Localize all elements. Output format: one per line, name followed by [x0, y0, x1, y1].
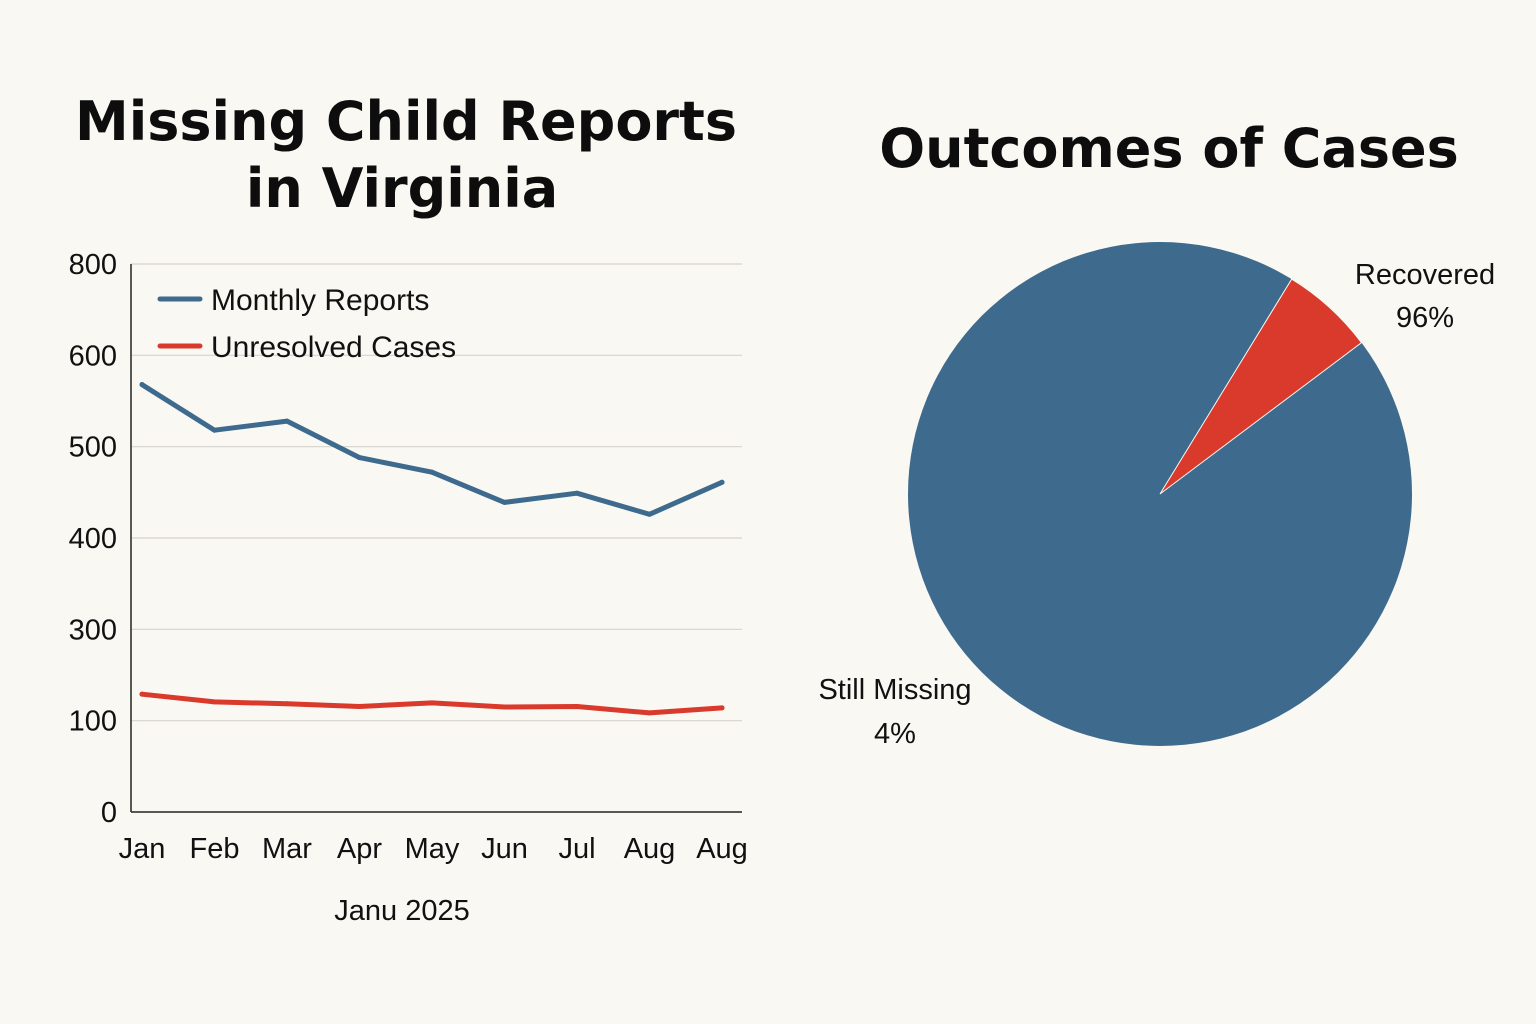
pie-slice-still-missing: [1159, 278, 1363, 495]
data-point-monthly-reports-3: [357, 455, 362, 461]
data-point-unresolved-cases-4: [429, 700, 435, 706]
y-tick-label-400: 400: [69, 523, 117, 555]
pie-label-still-missing-name: Still Missing: [818, 674, 971, 706]
y-tick-label-300: 300: [69, 614, 117, 646]
pie-label-recovered-value: 96%: [1396, 302, 1454, 334]
data-point-monthly-reports-7: [647, 511, 652, 517]
pie-chart-title: Outcomes of Cases: [879, 117, 1458, 180]
data-point-monthly-reports-0: [139, 382, 145, 388]
x-tick-label-feb-1: Feb: [190, 833, 240, 865]
pie-label-still-missing-value: 4%: [874, 718, 916, 750]
line-chart-series: [139, 382, 725, 716]
x-tick-label-aug-7: Aug: [624, 833, 676, 865]
data-point-unresolved-cases-1: [212, 699, 217, 705]
data-point-monthly-reports-8: [719, 479, 725, 485]
pie-chart: [908, 242, 1412, 746]
y-tick-label-800: 800: [69, 249, 117, 281]
legend-label-unresolved-cases: Unresolved Cases: [211, 331, 456, 364]
data-point-unresolved-cases-2: [284, 701, 290, 707]
data-point-monthly-reports-1: [212, 427, 217, 433]
series-line-monthly-reports: [139, 382, 725, 517]
data-point-monthly-reports-4: [429, 469, 435, 475]
data-point-unresolved-cases-5: [502, 704, 507, 710]
line-chart-title-line-1: Missing Child Reports: [75, 90, 737, 153]
x-tick-label-jan-0: Jan: [119, 833, 166, 865]
line-chart-x-axis-label: Janu 2025: [334, 895, 469, 927]
y-tick-label-0: 0: [101, 797, 117, 829]
x-tick-label-mar-2: Mar: [262, 833, 312, 865]
x-tick-label-aug-8: Aug: [696, 833, 748, 865]
x-tick-label-jun-5: Jun: [481, 833, 528, 865]
data-point-unresolved-cases-0: [139, 691, 145, 697]
line-chart-title-line-2: in Virginia: [246, 157, 558, 220]
y-tick-label-600: 600: [69, 340, 117, 372]
line-chart-axes: [130, 264, 742, 813]
data-point-monthly-reports-6: [574, 490, 580, 496]
line-chart-gridlines: [131, 263, 742, 722]
y-tick-label-500: 500: [69, 432, 117, 464]
x-tick-label-jul-6: Jul: [558, 833, 595, 865]
data-point-unresolved-cases-7: [647, 710, 652, 716]
line-chart-x-ticks: Jan Feb Mar Apr May Jun Jul Aug Aug: [119, 833, 748, 865]
data-point-unresolved-cases-3: [357, 704, 362, 710]
pie-label-recovered-name: Recovered: [1355, 259, 1495, 291]
x-tick-label-apr-3: Apr: [337, 833, 382, 865]
data-point-unresolved-cases-6: [574, 704, 580, 710]
data-point-unresolved-cases-8: [719, 705, 725, 711]
legend-label-monthly-reports: Monthly Reports: [211, 284, 429, 317]
y-tick-label-100: 100: [69, 706, 117, 738]
x-tick-label-may-4: May: [405, 833, 460, 865]
data-point-monthly-reports-2: [284, 418, 290, 424]
line-chart-y-ticks: 800 600 500 400 300 100 0: [69, 249, 117, 829]
data-point-monthly-reports-5: [502, 499, 507, 505]
line-chart-legend: Monthly Reports Unresolved Cases: [157, 284, 456, 364]
